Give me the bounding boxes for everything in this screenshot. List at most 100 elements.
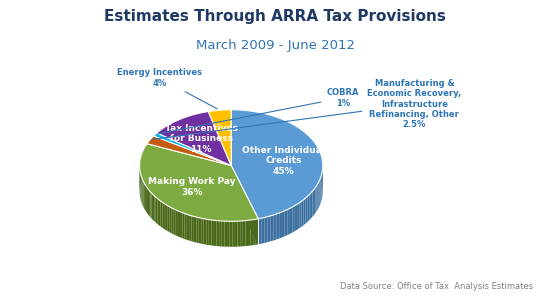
Polygon shape: [297, 203, 299, 230]
Polygon shape: [153, 133, 231, 166]
Polygon shape: [315, 186, 317, 213]
Polygon shape: [295, 204, 297, 231]
Polygon shape: [201, 218, 203, 244]
Text: Other Individual
Credits
45%: Other Individual Credits 45%: [243, 146, 325, 175]
Polygon shape: [276, 213, 279, 239]
Polygon shape: [141, 177, 142, 204]
Text: Making Work Pay
36%: Making Work Pay 36%: [148, 178, 235, 197]
Text: COBRA
1%: COBRA 1%: [158, 88, 359, 134]
Polygon shape: [309, 193, 311, 220]
Text: Data Source: Office of Tax  Analysis Estimates: Data Source: Office of Tax Analysis Esti…: [340, 282, 534, 291]
Polygon shape: [204, 219, 206, 245]
Polygon shape: [306, 196, 307, 224]
Polygon shape: [199, 218, 201, 244]
Polygon shape: [314, 188, 315, 215]
Polygon shape: [194, 216, 196, 243]
Polygon shape: [273, 214, 276, 241]
Polygon shape: [164, 203, 166, 230]
Polygon shape: [321, 174, 322, 202]
Text: Energy Incentives
4%: Energy Incentives 4%: [117, 68, 217, 109]
Polygon shape: [157, 112, 231, 166]
Polygon shape: [156, 197, 157, 224]
Polygon shape: [231, 110, 323, 219]
Text: Estimates Through ARRA Tax Provisions: Estimates Through ARRA Tax Provisions: [104, 9, 446, 24]
Polygon shape: [142, 180, 144, 207]
Polygon shape: [191, 216, 194, 242]
Polygon shape: [168, 206, 170, 232]
Polygon shape: [196, 217, 199, 243]
Polygon shape: [214, 220, 217, 246]
Polygon shape: [311, 191, 312, 218]
Polygon shape: [287, 208, 290, 235]
Polygon shape: [144, 183, 145, 210]
Polygon shape: [232, 221, 235, 247]
Text: March 2009 - June 2012: March 2009 - June 2012: [195, 39, 355, 52]
Polygon shape: [279, 212, 282, 238]
Polygon shape: [166, 205, 168, 231]
Polygon shape: [230, 221, 232, 247]
Polygon shape: [178, 211, 180, 237]
Polygon shape: [147, 188, 148, 214]
Polygon shape: [301, 200, 304, 227]
Text: Tax Incentives
for Business
11%: Tax Incentives for Business 11%: [165, 124, 238, 154]
Polygon shape: [271, 215, 273, 242]
Polygon shape: [256, 219, 258, 245]
Polygon shape: [211, 220, 214, 246]
Polygon shape: [265, 217, 267, 243]
Polygon shape: [208, 110, 231, 166]
Polygon shape: [155, 196, 156, 223]
Polygon shape: [238, 221, 240, 247]
Polygon shape: [206, 219, 209, 245]
Polygon shape: [159, 200, 161, 226]
Polygon shape: [253, 219, 256, 245]
Polygon shape: [219, 221, 222, 247]
Polygon shape: [307, 195, 309, 222]
Polygon shape: [172, 208, 174, 234]
Polygon shape: [170, 207, 172, 233]
Polygon shape: [189, 215, 191, 241]
Polygon shape: [293, 206, 295, 233]
Polygon shape: [318, 180, 320, 208]
Polygon shape: [180, 212, 182, 238]
Polygon shape: [317, 184, 318, 211]
Polygon shape: [152, 193, 153, 220]
Polygon shape: [150, 192, 152, 219]
Polygon shape: [184, 214, 187, 240]
Polygon shape: [231, 166, 258, 244]
Polygon shape: [145, 184, 146, 212]
Polygon shape: [157, 199, 159, 225]
Polygon shape: [240, 221, 243, 247]
Polygon shape: [261, 218, 265, 244]
Polygon shape: [299, 201, 301, 228]
Polygon shape: [161, 201, 162, 228]
Polygon shape: [209, 220, 211, 245]
Polygon shape: [153, 194, 155, 221]
Polygon shape: [290, 207, 293, 234]
Polygon shape: [148, 189, 149, 216]
Polygon shape: [320, 178, 321, 206]
Polygon shape: [182, 213, 184, 239]
Polygon shape: [187, 214, 189, 241]
Polygon shape: [227, 221, 230, 247]
Polygon shape: [231, 166, 258, 244]
Polygon shape: [312, 189, 314, 217]
Polygon shape: [146, 186, 147, 213]
Polygon shape: [176, 210, 178, 236]
Polygon shape: [251, 220, 253, 245]
Polygon shape: [147, 136, 231, 166]
Polygon shape: [140, 144, 258, 221]
Polygon shape: [174, 209, 176, 236]
Polygon shape: [248, 220, 251, 246]
Polygon shape: [217, 220, 219, 246]
Polygon shape: [149, 190, 150, 217]
Polygon shape: [304, 198, 306, 225]
Polygon shape: [162, 202, 164, 229]
Polygon shape: [267, 216, 271, 242]
Text: Manufacturing &
Economic Recovery,
Infrastructure
Refinancing, Other
2.5%: Manufacturing & Economic Recovery, Infra…: [153, 79, 461, 139]
Polygon shape: [224, 221, 227, 247]
Polygon shape: [235, 221, 238, 247]
Polygon shape: [243, 220, 245, 246]
Polygon shape: [282, 211, 285, 237]
Polygon shape: [285, 210, 287, 236]
Polygon shape: [258, 218, 261, 244]
